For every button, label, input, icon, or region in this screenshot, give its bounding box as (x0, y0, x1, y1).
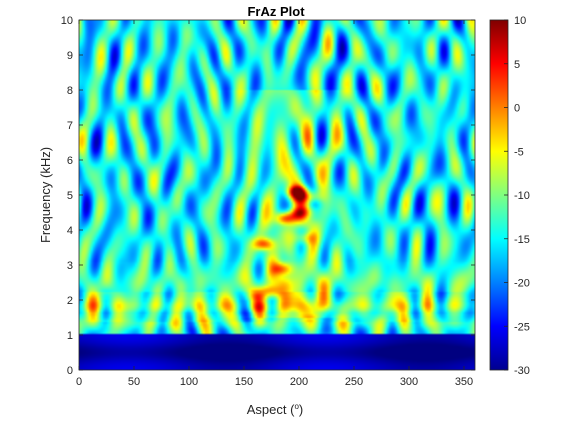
x-tick-label: 300 (400, 376, 418, 388)
y-tick-label: 2 (67, 295, 73, 307)
colorbar-tick-label: -15 (514, 234, 530, 246)
chart-title: FrAz Plot (247, 4, 305, 19)
colorbar-tick-label: -5 (514, 146, 524, 158)
x-tick-label: 0 (76, 376, 82, 388)
heatmap-image (79, 20, 475, 370)
y-tick-label: 9 (67, 50, 73, 62)
colorbar-tick-label: -30 (514, 365, 530, 377)
y-tick-label: 1 (67, 330, 73, 342)
colorbar-ticks: 10 5 0 -5 -10 -15 -20 -25 -30 (504, 15, 530, 377)
x-tick-label: 250 (345, 376, 363, 388)
x-tick-label: 100 (180, 376, 198, 388)
y-tick-label: 3 (67, 260, 73, 272)
y-tick-label: 10 (61, 15, 73, 27)
colorbar-tick-label: 0 (514, 103, 520, 115)
colorbar-tick-label: -20 (514, 278, 530, 290)
x-axis: 0 50 100 150 200 250 300 350 (76, 20, 473, 388)
y-tick-label: 6 (67, 155, 73, 167)
y-tick-label: 7 (67, 120, 73, 132)
y-axis: 0 1 2 3 4 5 6 7 8 9 10 (61, 15, 475, 377)
colorbar-tick-label: -10 (514, 190, 530, 202)
x-tick-label: 350 (455, 376, 473, 388)
colorbar: 10 5 0 -5 -10 -15 -20 -25 -30 (489, 15, 530, 377)
colorbar-tick-label: -25 (514, 321, 530, 333)
heatmap-plot-area (78, 19, 476, 371)
x-tick-label: 150 (235, 376, 253, 388)
x-axis-label-text: Aspect ( (247, 402, 295, 417)
y-tick-label: 5 (67, 190, 73, 202)
y-tick-label: 8 (67, 85, 73, 97)
x-axis-label: Aspect (o) (247, 402, 303, 417)
y-tick-label: 4 (67, 225, 73, 237)
x-tick-label: 200 (290, 376, 308, 388)
y-axis-label: Frequency (kHz) (38, 147, 53, 243)
colorbar-tick-label: 5 (514, 59, 520, 71)
colorbar-tick-label: 10 (514, 15, 526, 27)
x-axis-label-close: ) (299, 402, 303, 417)
x-tick-label: 50 (128, 376, 140, 388)
x-axis-label-degree: o (294, 402, 299, 411)
y-tick-label: 0 (67, 365, 73, 377)
